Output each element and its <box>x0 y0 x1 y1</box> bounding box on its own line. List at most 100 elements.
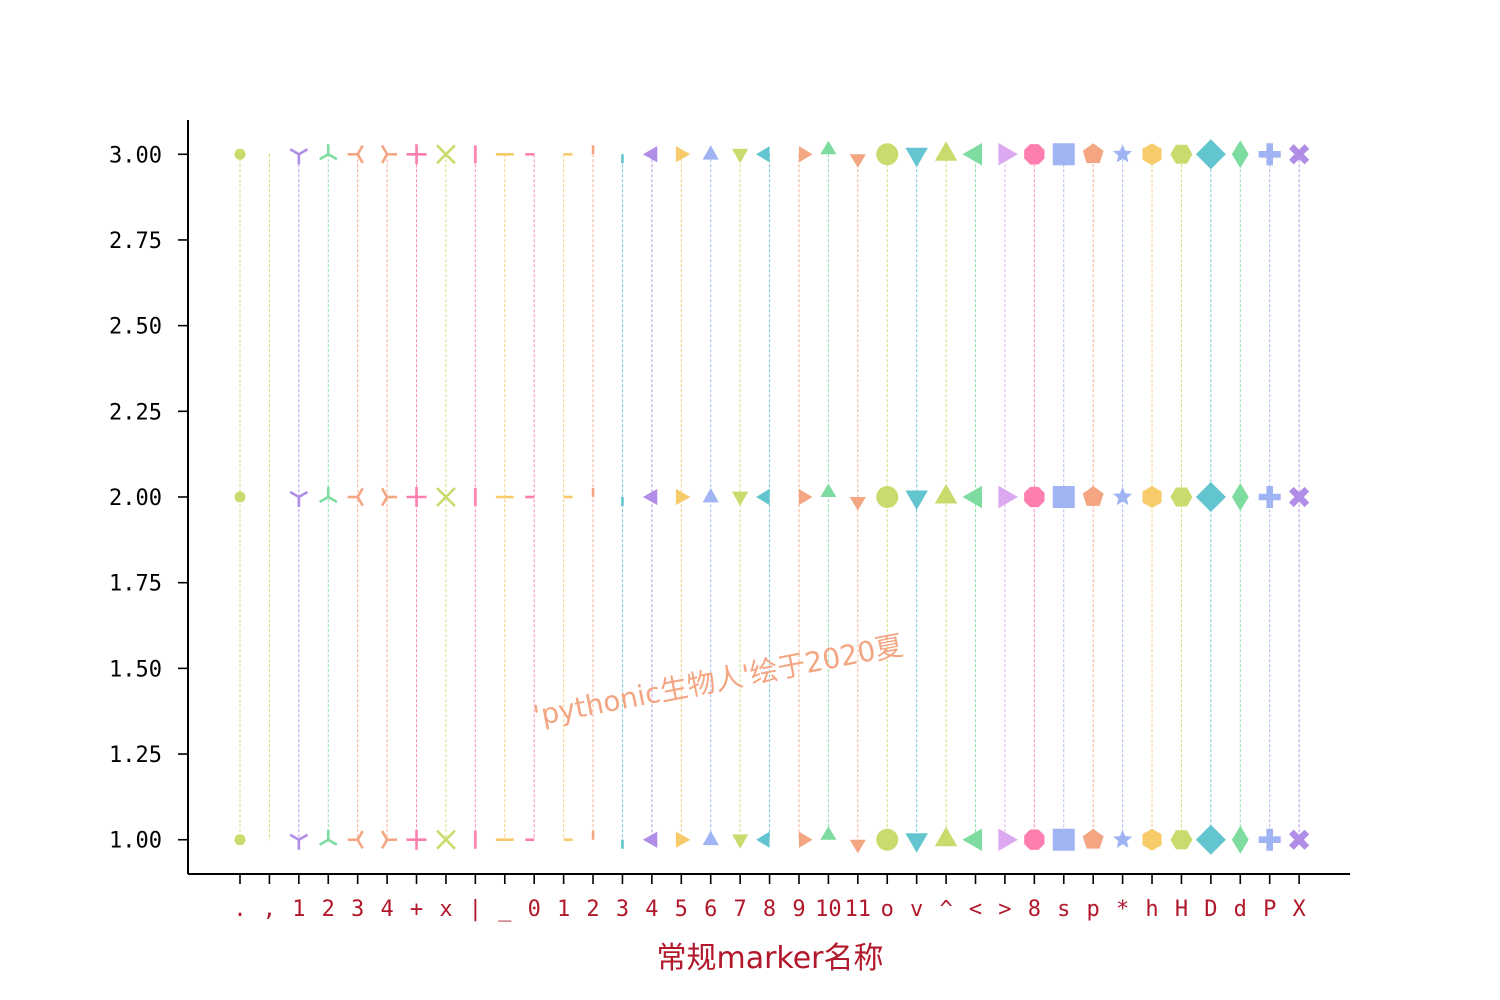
marker-caretrightbase <box>798 831 813 848</box>
x-tick-label: 8 <box>1028 897 1041 922</box>
marker-tri_up <box>327 495 338 504</box>
markers <box>234 139 1310 855</box>
marker-tri_left <box>356 839 364 850</box>
x-tick-label: D <box>1204 897 1217 922</box>
marker-x_filled <box>1289 486 1310 508</box>
marker-tri_down <box>298 490 309 499</box>
marker-tri_down <box>298 148 309 156</box>
marker-triangle_right <box>998 143 1018 166</box>
marker-caretup <box>702 145 719 160</box>
x-tick-label: d <box>1234 897 1247 922</box>
x-tick-label: X <box>1292 897 1306 922</box>
x-tick-label: ^ <box>939 897 952 922</box>
marker-caretdown <box>732 491 749 506</box>
marker-circle <box>876 828 899 851</box>
marker-caretup <box>702 830 719 846</box>
marker-triangle_down <box>905 147 928 168</box>
marker-thin_diamond <box>1231 140 1249 169</box>
marker-caretleftbase <box>756 488 770 506</box>
marker-caretdownbase <box>849 839 866 854</box>
marker-plus_filled <box>1258 828 1281 851</box>
marker-tri_left <box>356 830 364 841</box>
x-tick-label: 10 <box>815 897 842 922</box>
x-tick-label: P <box>1263 897 1276 922</box>
marker-tri_down <box>289 148 300 156</box>
marker-tri_right <box>380 839 389 850</box>
x-tick-label: + <box>410 897 423 922</box>
marker-caretleftbase <box>756 146 770 163</box>
marker-caretdown <box>732 834 749 849</box>
y-tick-label: 2.00 <box>109 486 162 511</box>
marker-caretleftbase <box>756 831 770 848</box>
x-tick-label: o <box>881 897 894 922</box>
marker-triangle_left <box>962 143 982 166</box>
marker-diamond <box>1195 139 1226 170</box>
marker-triangle_up <box>934 484 958 504</box>
marker-hexagon1 <box>1142 828 1162 851</box>
marker-thin_diamond <box>1231 825 1249 854</box>
marker-pixel <box>268 153 270 155</box>
marker-x_filled <box>1289 144 1310 165</box>
x-tick-label: 8 <box>763 897 776 922</box>
marker-star <box>1113 829 1133 848</box>
x-tick-label: v <box>910 897 923 922</box>
marker-x <box>436 487 456 507</box>
x-tick-label: s <box>1057 897 1070 922</box>
y-ticks: 1.00 1.25 1.50 1.75 2.00 2.25 2.50 2.75 3.00 <box>109 143 188 854</box>
marker-tri_right <box>380 153 389 164</box>
x-tick-label: * <box>1116 897 1129 922</box>
marker-square <box>1052 828 1075 851</box>
y-tick-label: 3.00 <box>109 143 162 168</box>
marker-caretdown <box>732 148 749 164</box>
marker-caretrightbase <box>798 146 813 163</box>
marker-octagon <box>1024 486 1045 508</box>
x-tick-label: p <box>1087 897 1100 922</box>
marker-caretupbase <box>820 140 837 155</box>
watermark: 'pythonic生物人'绘于2020夏 <box>531 629 906 733</box>
marker-circle <box>876 143 899 166</box>
marker-tri_up <box>327 153 338 161</box>
marker-pixel <box>268 839 270 841</box>
marker-hexagon2 <box>1170 144 1193 164</box>
marker-plus_filled <box>1258 143 1281 166</box>
x-tick-label: 4 <box>380 897 393 922</box>
marker-pentagon <box>1082 828 1104 849</box>
marker-point <box>234 491 246 503</box>
marker-caretright <box>675 488 691 506</box>
marker-x_filled <box>1289 829 1310 850</box>
marker-tri_right <box>380 496 389 507</box>
marker-tri_right <box>380 487 389 498</box>
x-axis-label: 常规marker名称 <box>656 941 883 976</box>
marker-diamond <box>1195 482 1226 512</box>
marker-diamond <box>1195 824 1226 855</box>
marker-triangle_up <box>934 141 958 161</box>
y-tick-label: 1.50 <box>109 657 162 682</box>
marker-pentagon <box>1082 486 1104 506</box>
marker-tri_left <box>356 144 364 155</box>
x-tick-label: 6 <box>704 897 717 922</box>
x-tick-label: 2 <box>586 897 599 922</box>
marker-caretrightbase <box>798 488 813 506</box>
x-tick-label: H <box>1175 897 1188 922</box>
x-tick-label: | <box>469 897 482 922</box>
x-tick-label: 4 <box>645 897 658 922</box>
y-tick-label: 1.75 <box>109 572 162 597</box>
marker-triangle_up <box>934 826 958 847</box>
marker-caretdownbase <box>849 497 866 511</box>
marker-tri_right <box>380 144 389 155</box>
marker-point <box>234 148 246 160</box>
x-tick-label: x <box>439 897 452 922</box>
marker-pentagon <box>1082 143 1104 164</box>
marker-caretupbase <box>820 826 837 840</box>
marker-triangle_down <box>905 833 928 853</box>
x-tick-label: < <box>969 897 982 922</box>
marker-star <box>1113 487 1133 506</box>
marker-circle <box>876 486 899 508</box>
x-tick-label: 3 <box>351 897 364 922</box>
marker-hexagon1 <box>1142 486 1162 508</box>
marker-caretupbase <box>820 483 837 497</box>
marker-square <box>1052 143 1075 166</box>
marker-thin_diamond <box>1231 483 1249 511</box>
